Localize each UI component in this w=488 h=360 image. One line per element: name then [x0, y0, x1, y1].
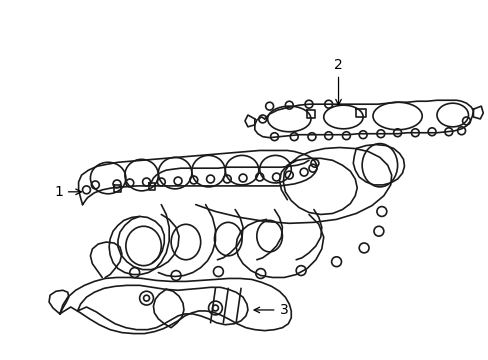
Text: 3: 3 [254, 303, 287, 317]
Text: 2: 2 [333, 58, 342, 105]
Text: 1: 1 [54, 185, 81, 199]
